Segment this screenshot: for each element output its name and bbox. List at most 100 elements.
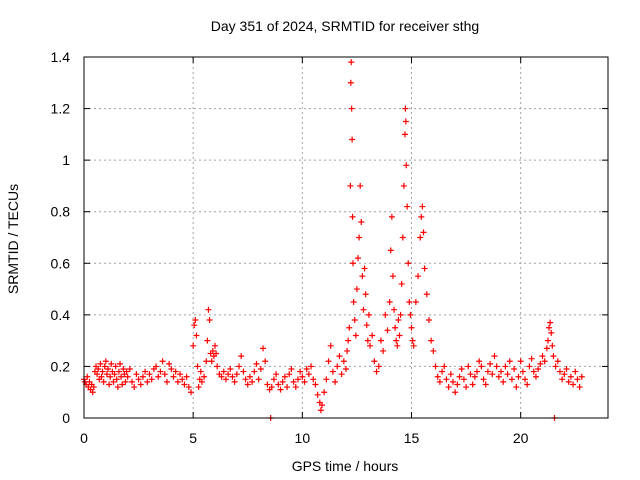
data-point xyxy=(495,373,502,380)
data-point xyxy=(418,213,425,220)
data-point xyxy=(388,213,395,220)
data-point xyxy=(406,298,413,305)
data-point xyxy=(159,358,166,365)
data-point xyxy=(375,363,382,370)
data-point xyxy=(345,337,352,344)
data-point xyxy=(541,358,548,365)
y-tick-label: 0.6 xyxy=(51,255,71,271)
data-point xyxy=(394,342,401,349)
data-point xyxy=(113,376,120,383)
data-point xyxy=(419,203,426,210)
data-point xyxy=(249,378,256,385)
data-point xyxy=(94,371,101,378)
data-point xyxy=(338,371,345,378)
data-point xyxy=(395,317,402,324)
data-point xyxy=(314,391,321,398)
data-point xyxy=(484,368,491,375)
data-point xyxy=(301,378,308,385)
data-point xyxy=(163,378,170,385)
data-point xyxy=(317,407,324,414)
data-point xyxy=(384,327,391,334)
data-point xyxy=(197,368,204,375)
data-point xyxy=(264,381,271,388)
data-point xyxy=(270,376,277,383)
x-tick-label: 10 xyxy=(295,430,311,446)
data-point xyxy=(126,366,133,373)
data-point xyxy=(357,182,364,189)
data-point xyxy=(402,105,409,112)
data-point xyxy=(204,337,211,344)
data-point xyxy=(112,363,119,370)
data-point xyxy=(402,118,409,125)
x-tick-label: 15 xyxy=(404,430,420,446)
data-point xyxy=(452,389,459,396)
data-point xyxy=(517,358,524,365)
data-points xyxy=(81,59,585,421)
data-point xyxy=(506,358,513,365)
data-point xyxy=(107,373,114,380)
data-point xyxy=(574,376,581,383)
data-point xyxy=(454,381,461,388)
data-point xyxy=(327,342,334,349)
data-point xyxy=(389,273,396,280)
data-point xyxy=(449,378,456,385)
data-point xyxy=(172,368,179,375)
data-point xyxy=(236,363,243,370)
data-point xyxy=(227,366,234,373)
data-point xyxy=(377,337,384,344)
data-point xyxy=(170,373,177,380)
data-point xyxy=(124,373,131,380)
data-point xyxy=(262,358,269,365)
data-point xyxy=(179,376,186,383)
data-point xyxy=(393,337,400,344)
data-point xyxy=(355,255,362,262)
data-point xyxy=(288,366,295,373)
data-point xyxy=(100,378,107,385)
data-point xyxy=(511,366,518,373)
data-point xyxy=(242,376,249,383)
data-point xyxy=(292,384,299,391)
data-point xyxy=(103,371,110,378)
data-point xyxy=(84,373,91,380)
data-point xyxy=(356,234,363,241)
data-point xyxy=(408,324,415,331)
data-point xyxy=(350,298,357,305)
data-point xyxy=(308,363,315,370)
data-point xyxy=(352,332,359,339)
data-point xyxy=(543,345,550,352)
data-point xyxy=(436,378,443,385)
data-point xyxy=(240,368,247,375)
data-point xyxy=(194,363,201,370)
data-point xyxy=(332,378,339,385)
data-point xyxy=(139,373,146,380)
data-point xyxy=(474,368,480,375)
data-point xyxy=(168,366,175,373)
data-point xyxy=(187,389,194,396)
y-tick-label: 0.8 xyxy=(51,204,71,220)
data-point xyxy=(233,371,240,378)
data-point xyxy=(480,376,487,383)
data-point xyxy=(303,366,310,373)
y-axis-label: SRMTID / TECUs xyxy=(5,184,21,294)
data-point xyxy=(161,371,168,378)
data-point xyxy=(434,373,441,380)
data-point xyxy=(177,371,184,378)
data-point xyxy=(417,234,424,241)
data-point xyxy=(218,373,225,380)
data-point xyxy=(222,376,229,383)
data-point xyxy=(192,317,199,324)
data-point xyxy=(487,360,494,367)
data-point xyxy=(363,322,370,329)
axis-ticks: 0 0.2 0.4 0.6 0.8 1 1.2 1.4 0 5 10 15 20 xyxy=(51,49,608,446)
x-axis-label: GPS time / hours xyxy=(292,458,399,474)
data-point xyxy=(537,360,544,367)
data-point xyxy=(148,376,155,383)
data-point xyxy=(371,358,378,365)
data-point xyxy=(498,368,505,375)
data-point xyxy=(396,332,403,339)
data-point xyxy=(565,378,572,385)
data-point xyxy=(260,345,267,352)
data-point xyxy=(386,298,393,305)
data-point xyxy=(367,342,374,349)
data-point xyxy=(246,373,253,380)
